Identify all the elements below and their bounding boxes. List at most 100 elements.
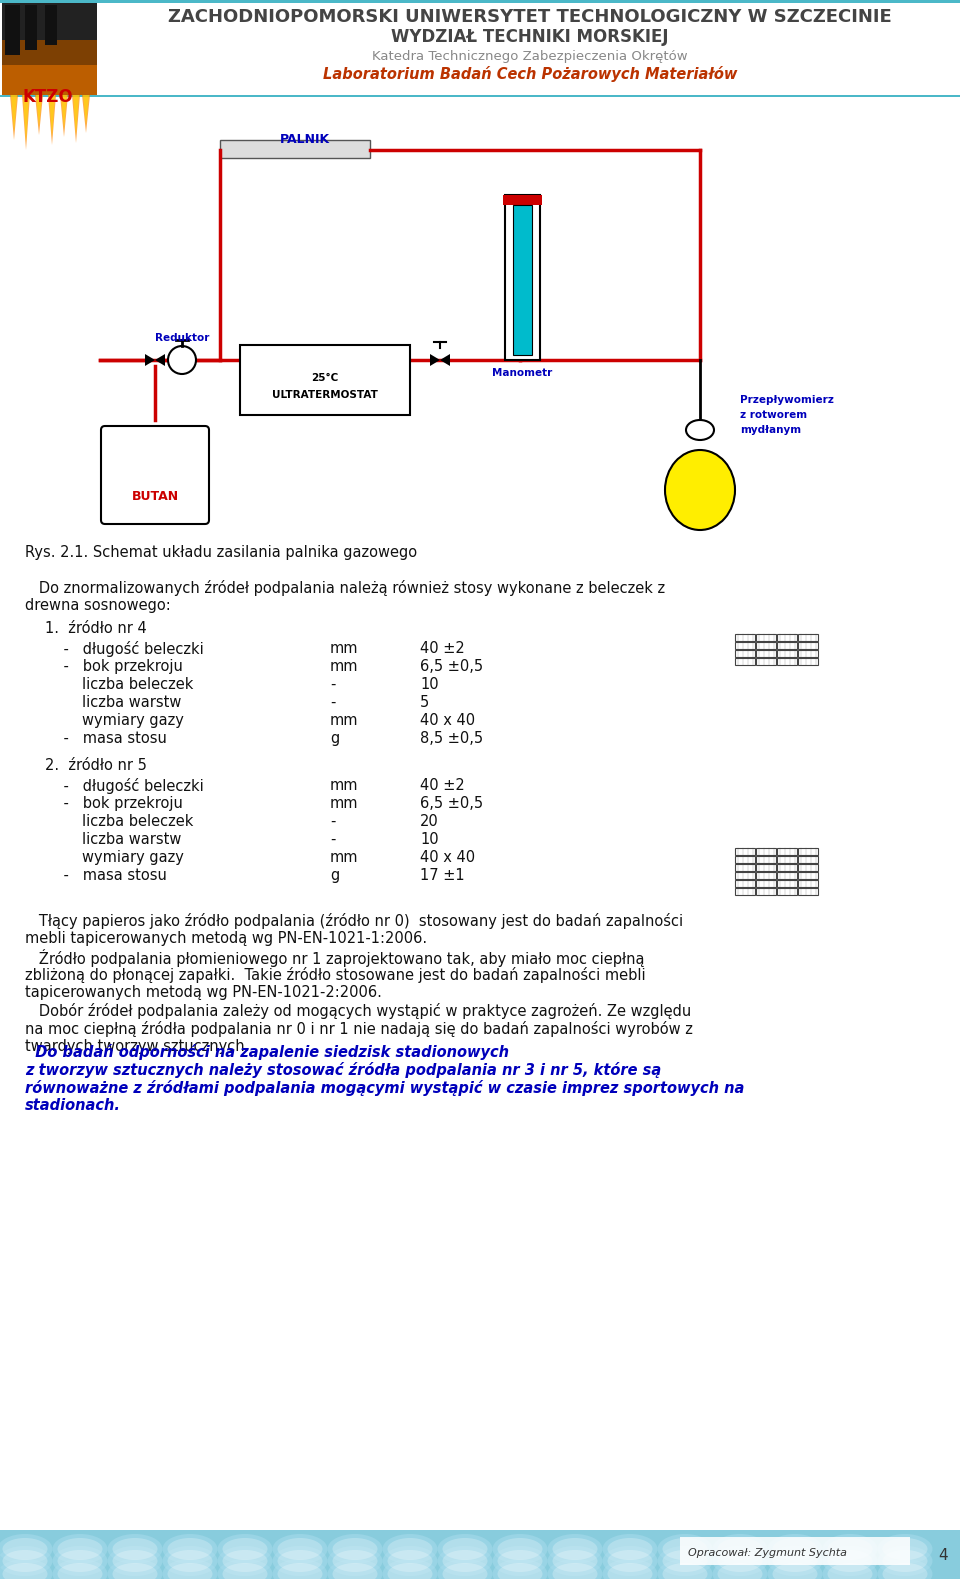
Ellipse shape <box>218 1546 273 1576</box>
Text: liczba warstw: liczba warstw <box>45 695 181 711</box>
Text: Reduktor: Reduktor <box>155 333 209 343</box>
Ellipse shape <box>327 1546 382 1576</box>
Polygon shape <box>155 354 165 366</box>
Ellipse shape <box>443 1563 488 1579</box>
Bar <box>777 864 797 872</box>
Text: -: - <box>330 815 335 829</box>
Polygon shape <box>22 95 30 150</box>
Ellipse shape <box>388 1538 433 1560</box>
Ellipse shape <box>823 1535 877 1565</box>
Ellipse shape <box>58 1563 103 1579</box>
Ellipse shape <box>108 1558 162 1579</box>
Ellipse shape <box>162 1558 218 1579</box>
Text: na moc ciepłną źródła podpalania nr 0 i nr 1 nie nadają się do badań zapalności : na moc ciepłną źródła podpalania nr 0 i … <box>25 1022 693 1037</box>
Ellipse shape <box>162 1546 218 1576</box>
Text: Rys. 2.1. Schemat układu zasilania palnika gazowego: Rys. 2.1. Schemat układu zasilania palni… <box>25 545 418 561</box>
Bar <box>735 848 755 854</box>
Bar <box>798 848 818 854</box>
Ellipse shape <box>53 1558 108 1579</box>
Bar <box>756 864 776 872</box>
Text: 5: 5 <box>420 695 429 711</box>
Ellipse shape <box>603 1535 658 1565</box>
Text: liczba beleczek: liczba beleczek <box>45 677 193 692</box>
Ellipse shape <box>608 1563 653 1579</box>
Ellipse shape <box>828 1563 873 1579</box>
Ellipse shape <box>382 1558 438 1579</box>
Ellipse shape <box>273 1558 327 1579</box>
Text: z rotworem: z rotworem <box>740 411 807 420</box>
Ellipse shape <box>547 1558 603 1579</box>
Bar <box>735 635 755 641</box>
Polygon shape <box>83 95 89 125</box>
Bar <box>735 856 755 864</box>
Ellipse shape <box>665 450 735 531</box>
Ellipse shape <box>717 1551 762 1573</box>
Ellipse shape <box>497 1551 542 1573</box>
Bar <box>735 658 755 665</box>
Text: 6,5 ±0,5: 6,5 ±0,5 <box>420 796 483 812</box>
Text: ZACHODNIOPOMORSKI UNIWERSYTET TECHNOLOGICZNY W SZCZECINIE: ZACHODNIOPOMORSKI UNIWERSYTET TECHNOLOGI… <box>168 8 892 25</box>
Ellipse shape <box>388 1551 433 1573</box>
Ellipse shape <box>828 1551 873 1573</box>
Ellipse shape <box>3 1538 47 1560</box>
Polygon shape <box>23 95 29 142</box>
Ellipse shape <box>603 1546 658 1576</box>
Bar <box>240 344 410 415</box>
Polygon shape <box>10 95 18 141</box>
Ellipse shape <box>112 1563 157 1579</box>
Text: wymiary gazy: wymiary gazy <box>45 850 184 865</box>
Text: 40 x 40: 40 x 40 <box>420 850 475 865</box>
Ellipse shape <box>773 1538 818 1560</box>
Ellipse shape <box>0 1558 53 1579</box>
Polygon shape <box>61 95 67 129</box>
Ellipse shape <box>277 1563 323 1579</box>
Text: wymiary gazy: wymiary gazy <box>45 714 184 728</box>
Ellipse shape <box>443 1538 488 1560</box>
Bar <box>798 651 818 657</box>
Ellipse shape <box>167 1563 212 1579</box>
Ellipse shape <box>877 1558 932 1579</box>
Ellipse shape <box>658 1546 712 1576</box>
Ellipse shape <box>382 1546 438 1576</box>
Text: mm: mm <box>330 778 358 793</box>
Bar <box>503 194 542 205</box>
Text: 8,5 ±0,5: 8,5 ±0,5 <box>420 731 483 747</box>
Ellipse shape <box>712 1535 767 1565</box>
Bar <box>798 880 818 887</box>
Ellipse shape <box>443 1551 488 1573</box>
Ellipse shape <box>882 1538 927 1560</box>
Bar <box>798 658 818 665</box>
Text: Do badań odporności na zapalenie siedzisk stadionowych: Do badań odporności na zapalenie siedzis… <box>25 1044 509 1061</box>
Text: twardych tworzyw sztucznych.: twardych tworzyw sztucznych. <box>25 1039 250 1055</box>
Bar <box>25 5 37 51</box>
Text: liczba beleczek: liczba beleczek <box>45 815 193 829</box>
Bar <box>0 95 960 96</box>
Text: Opracował: Zygmunt Sychta: Opracował: Zygmunt Sychta <box>688 1547 847 1558</box>
Bar <box>45 5 57 44</box>
Text: mebli tapicerowanych metodą wg PN-EN-1021-1:2006.: mebli tapicerowanych metodą wg PN-EN-102… <box>25 932 427 946</box>
Bar <box>505 194 540 360</box>
Bar <box>680 1536 910 1565</box>
Ellipse shape <box>388 1563 433 1579</box>
Text: -   bok przekroju: - bok przekroju <box>45 796 182 812</box>
Ellipse shape <box>0 1535 53 1565</box>
Ellipse shape <box>547 1535 603 1565</box>
Bar <box>735 651 755 657</box>
Text: Źródło podpalania płomieniowego nr 1 zaprojektowano tak, aby miało moc ciepłną: Źródło podpalania płomieniowego nr 1 zap… <box>25 949 644 966</box>
Text: Tłący papieros jako źródło podpalania (źródło nr 0)  stosowany jest do badań zap: Tłący papieros jako źródło podpalania (ź… <box>25 913 684 928</box>
Text: tapicerowanych metodą wg PN-EN-1021-2:2006.: tapicerowanych metodą wg PN-EN-1021-2:20… <box>25 985 382 1000</box>
Bar <box>756 651 776 657</box>
Text: -   długość beleczki: - długość beleczki <box>45 641 204 657</box>
Ellipse shape <box>658 1558 712 1579</box>
Ellipse shape <box>277 1538 323 1560</box>
Bar <box>735 887 755 895</box>
Ellipse shape <box>382 1535 438 1565</box>
Text: z tworzyw sztucznych należy stosować źródła podpalania nr 3 i nr 5, które są: z tworzyw sztucznych należy stosować źró… <box>25 1063 661 1078</box>
Bar <box>0 1530 960 1579</box>
Ellipse shape <box>823 1546 877 1576</box>
Ellipse shape <box>223 1563 268 1579</box>
Ellipse shape <box>553 1563 597 1579</box>
Text: Laboratorium Badań Cech Pożarowych Materiałów: Laboratorium Badań Cech Pożarowych Mater… <box>323 66 737 82</box>
Ellipse shape <box>712 1546 767 1576</box>
Ellipse shape <box>603 1558 658 1579</box>
